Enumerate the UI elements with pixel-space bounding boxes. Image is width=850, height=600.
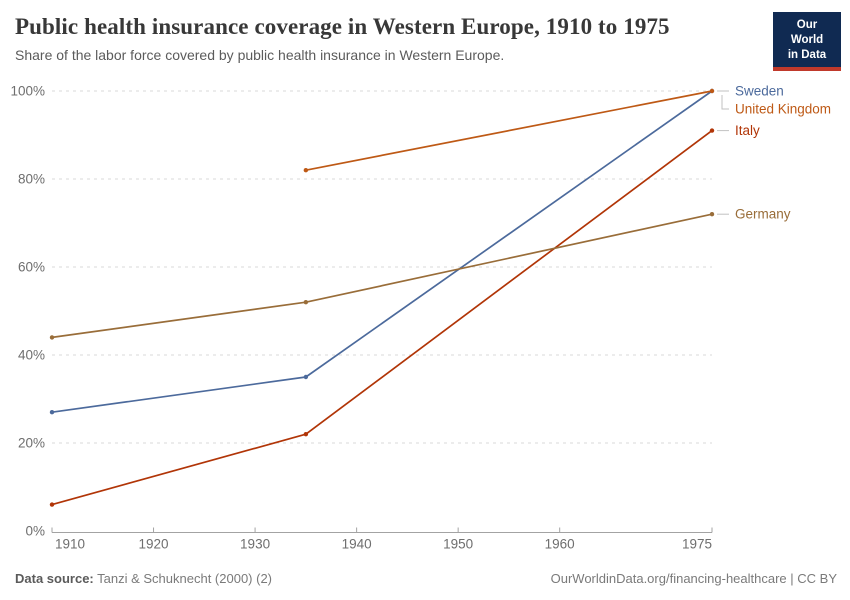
series-line-germany[interactable] xyxy=(51,213,713,339)
data-source: Data source: Tanzi & Schuknecht (2000) (… xyxy=(15,571,272,586)
chart-subtitle: Share of the labor force covered by publ… xyxy=(15,47,505,63)
series-line-united-kingdom[interactable] xyxy=(305,90,713,172)
x-tick-label: 1930 xyxy=(240,537,270,552)
data-source-label: Data source: xyxy=(15,571,94,586)
data-point-sweden[interactable] xyxy=(49,410,55,415)
x-tick-label: 1960 xyxy=(545,537,575,552)
y-tick-label: 20% xyxy=(18,436,45,451)
owid-logo-line1: Our World xyxy=(790,19,824,46)
series-line-sweden[interactable] xyxy=(51,90,713,414)
owid-logo-line2: in Data xyxy=(787,48,827,61)
y-tick-label: 60% xyxy=(18,260,45,275)
page-title: Public health insurance coverage in West… xyxy=(15,14,670,39)
chart-footer: Data source: Tanzi & Schuknecht (2000) (… xyxy=(15,571,837,586)
x-tick-label: 1910 xyxy=(55,537,85,552)
chart-header: Public health insurance coverage in West… xyxy=(0,0,850,71)
y-tick-label: 100% xyxy=(10,84,45,99)
y-tick-label: 40% xyxy=(18,348,45,363)
x-tick-label: 1975 xyxy=(682,537,712,552)
data-point-germany[interactable] xyxy=(49,335,55,340)
y-tick-label: 80% xyxy=(18,172,45,187)
series-end-label-germany[interactable]: Germany xyxy=(735,207,791,222)
x-tick-label: 1950 xyxy=(443,537,473,552)
data-point-italy[interactable] xyxy=(49,502,55,507)
data-point-germany[interactable] xyxy=(709,212,715,217)
owid-logo[interactable]: Our World in Data xyxy=(773,12,841,71)
data-source-value: Tanzi & Schuknecht (2000) (2) xyxy=(97,571,273,586)
data-point-italy[interactable] xyxy=(709,128,715,133)
data-point-united-kingdom[interactable] xyxy=(303,168,309,173)
x-tick-label: 1940 xyxy=(342,537,372,552)
y-tick-label: 0% xyxy=(25,524,45,539)
data-point-italy[interactable] xyxy=(303,432,309,437)
series-line-italy[interactable] xyxy=(51,129,713,506)
data-point-germany[interactable] xyxy=(303,300,309,305)
series-end-label-sweden[interactable]: Sweden xyxy=(735,84,784,99)
series-end-label-italy[interactable]: Italy xyxy=(735,123,760,138)
label-connector xyxy=(721,95,729,110)
series-end-label-united-kingdom[interactable]: United Kingdom xyxy=(735,102,831,117)
data-point-united-kingdom[interactable] xyxy=(709,88,715,94)
x-tick-label: 1920 xyxy=(139,537,169,552)
footer-link[interactable]: OurWorldinData.org/financing-healthcare … xyxy=(550,571,837,586)
data-point-sweden[interactable] xyxy=(303,374,309,380)
